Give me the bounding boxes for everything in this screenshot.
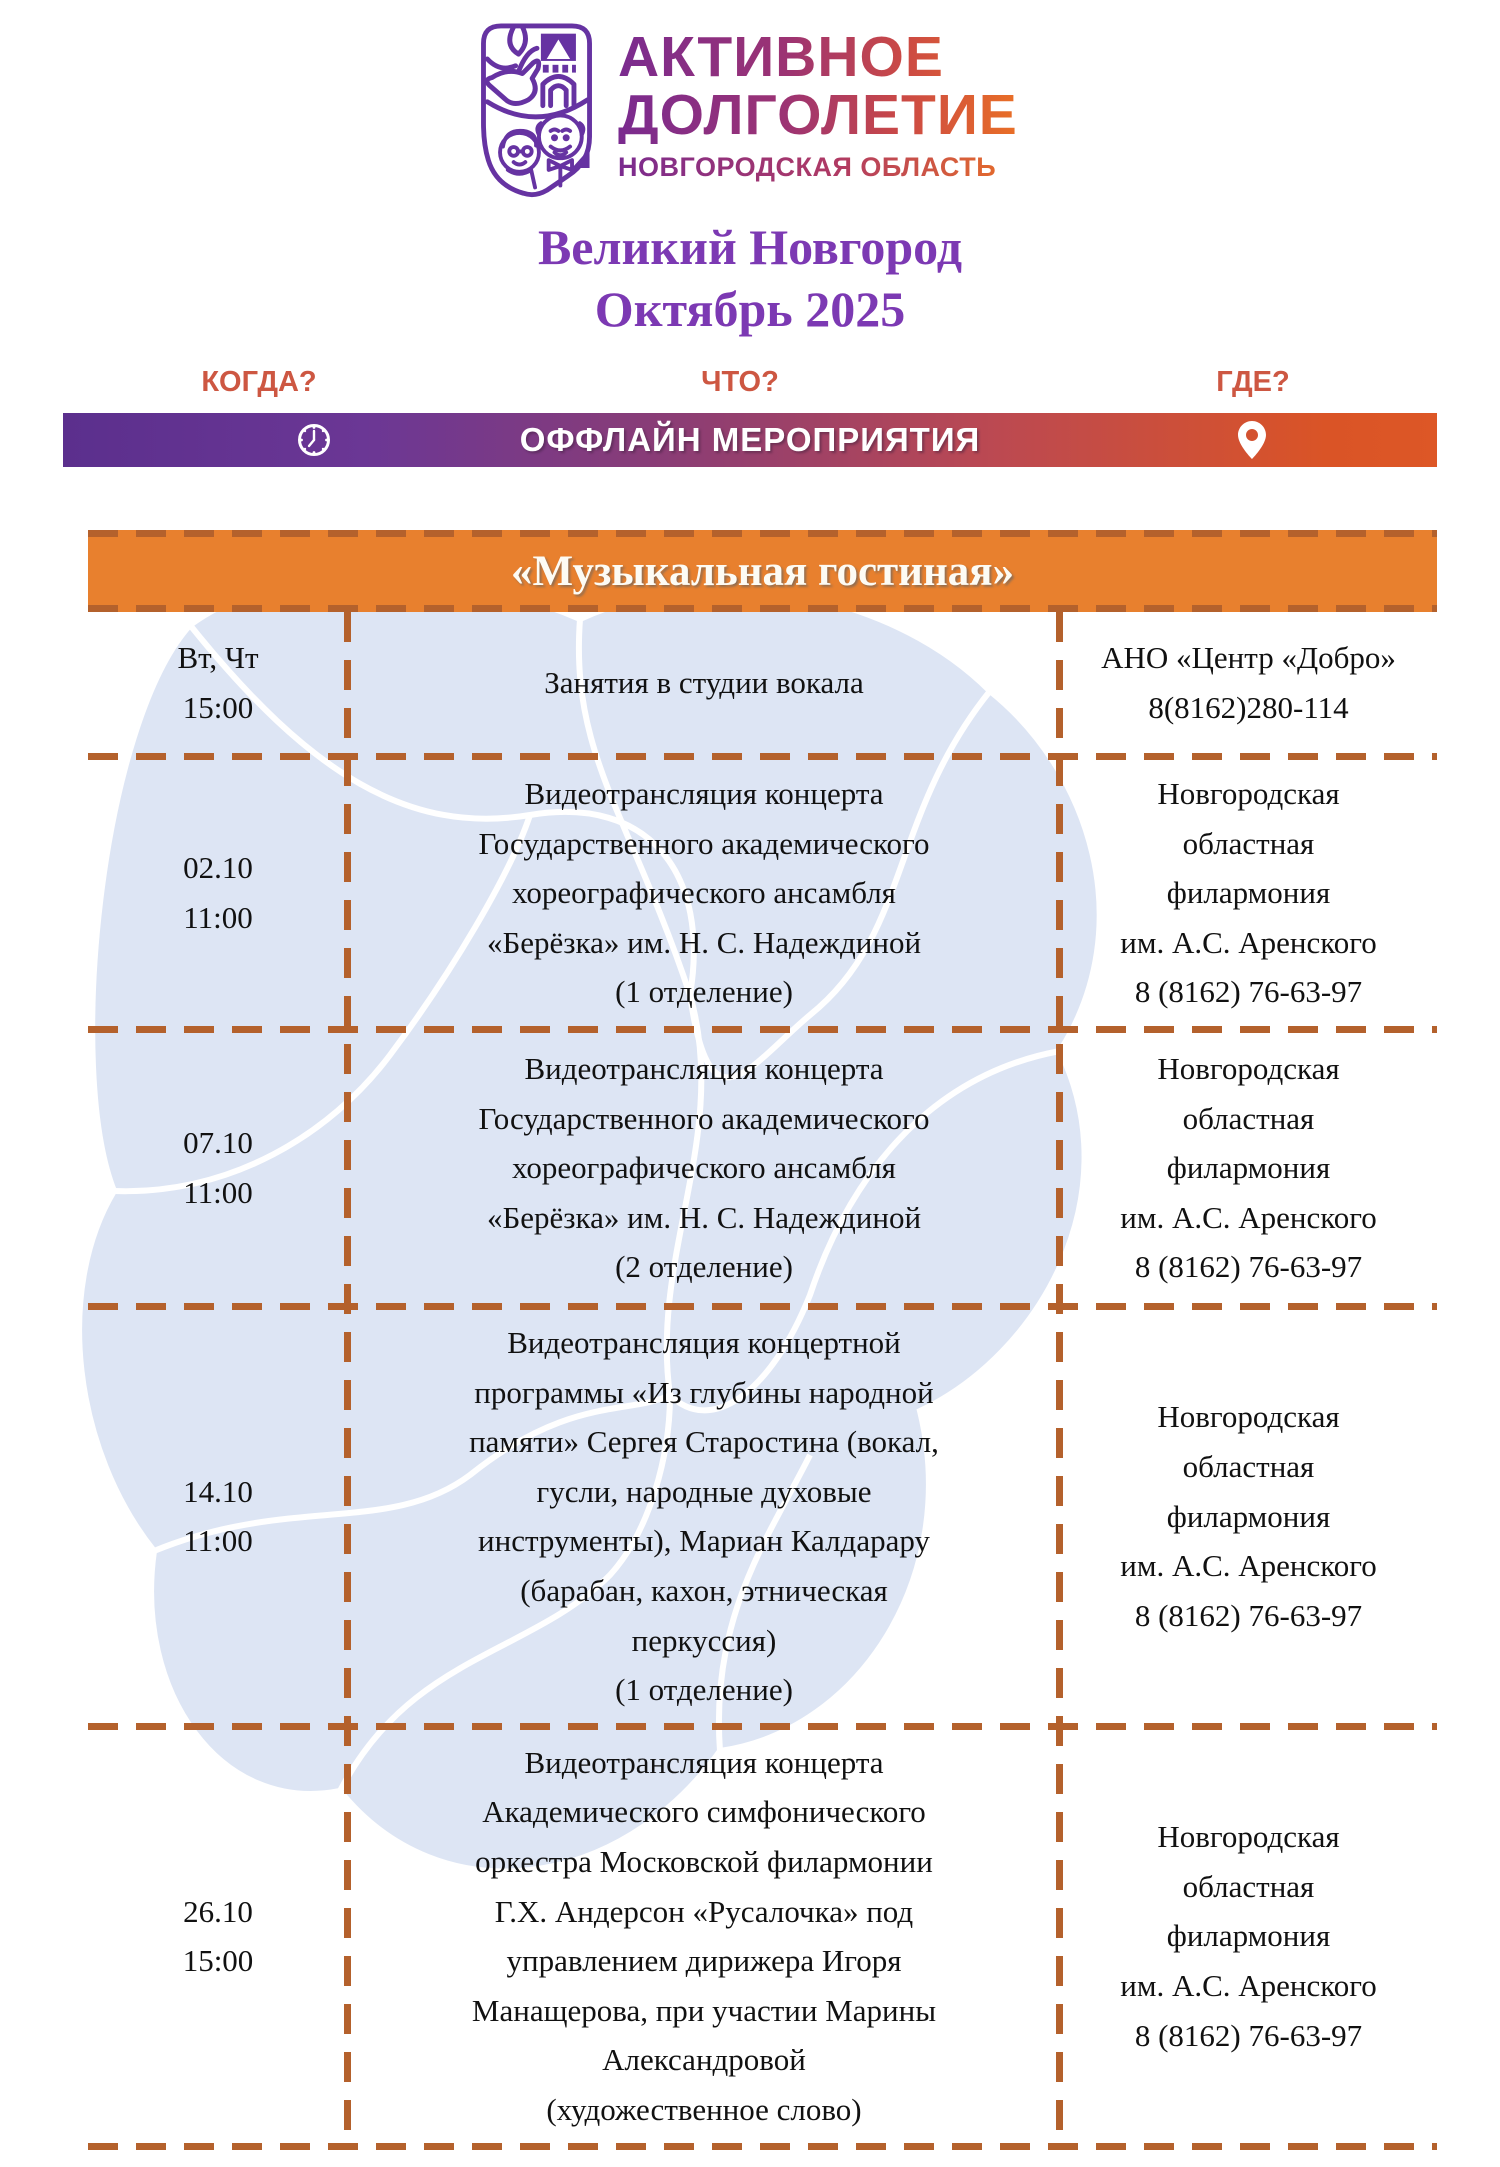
section-title: «Музыкальная гостиная» [510,547,1014,595]
logo-title-line1: АКТИВНОЕ [618,28,1018,86]
table-cell-where: Новгородская областная филармония им. А.… [1120,1399,1377,1633]
city-title: Великий Новгород [537,219,963,275]
table-row: Вт, Чт 15:00 Занятия в студии вокала АНО… [88,612,1437,753]
region-map-watermark [76,573,1103,1875]
table-cell-when: Вт, Чт 15:00 [177,639,259,725]
column-label-when: КОГДА? [201,366,317,398]
location-pin-icon [1238,421,1266,459]
brand-header: АКТИВНОЕ ДОЛГОЛЕТИЕ НОВГОРОДСКАЯ ОБЛАСТЬ [478,22,1018,202]
table-cell-where: Новгородская областная филармония им. А.… [1120,1051,1377,1285]
table-cell-what: Занятия в студии вокала [544,664,864,700]
column-divider-right [1056,612,1063,2150]
row-divider [88,1722,1437,1730]
logo-title-line2: ДОЛГОЛЕТИЕ [618,83,1018,148]
row-divider-bottom [88,2142,1437,2150]
logo-subtitle: НОВГОРОДСКАЯ ОБЛАСТЬ [618,152,1018,183]
events-table: Вт, Чт 15:00 Занятия в студии вокала АНО… [88,612,1437,2150]
table-cell-where: АНО «Центр «Добро» 8(8162)280-114 [1101,639,1396,725]
month-title: Октябрь 2025 [594,281,906,337]
table-cell-when: 07.10 11:00 [183,1125,253,1210]
table-cell-what: Видеотрансляция концертной программы «Из… [469,1325,939,1708]
column-labels: КОГДА? ЧТО? ГДЕ? [0,366,1500,402]
section-banner: «Музыкальная гостиная» [88,530,1437,612]
clock-icon [298,424,330,456]
table-cell-where: Новгородская областная филармония им. А.… [1120,1819,1377,2053]
column-divider-left [344,612,351,2150]
table-row: 26.10 15:00 Видеотрансляция концерта Ака… [88,1730,1437,2143]
table-cell-when: 26.10 15:00 [182,1893,254,1979]
offline-events-band: ОФФЛАЙН МЕРОПРИЯТИЯ [63,413,1437,467]
table-row: 14.10 11:00 Видеотрансляция концертной п… [88,1310,1437,1723]
table-cell-when: 02.10 11:00 [183,850,253,935]
row-divider [88,1026,1437,1033]
table-cell-what: Видеотрансляция концерта Академического … [471,1744,937,2127]
table-cell-where: Новгородская областная филармония им. А.… [1120,776,1377,1010]
table-cell-what: Видеотрансляция концерта Государственног… [478,776,930,1010]
table-row: 07.10 11:00 Видеотрансляция концерта Гос… [88,1033,1437,1303]
row-divider [88,753,1437,760]
table-cell-what: Видеотрансляция концерта Государственног… [478,1051,930,1285]
offline-events-label: ОФФЛАЙН МЕРОПРИЯТИЯ [519,421,981,458]
table-cell-when: 14.10 11:00 [183,1473,253,1559]
column-label-what: ЧТО? [701,366,779,398]
logo-emblem [481,23,592,198]
table-row: 02.10 11:00 Видеотрансляция концерта Гос… [88,760,1437,1026]
column-label-where: ГДЕ? [1216,366,1290,398]
logo-wordmark: АКТИВНОЕ ДОЛГОЛЕТИЕ НОВГОРОДСКАЯ ОБЛАСТЬ [618,22,1018,202]
row-divider [88,1303,1437,1310]
